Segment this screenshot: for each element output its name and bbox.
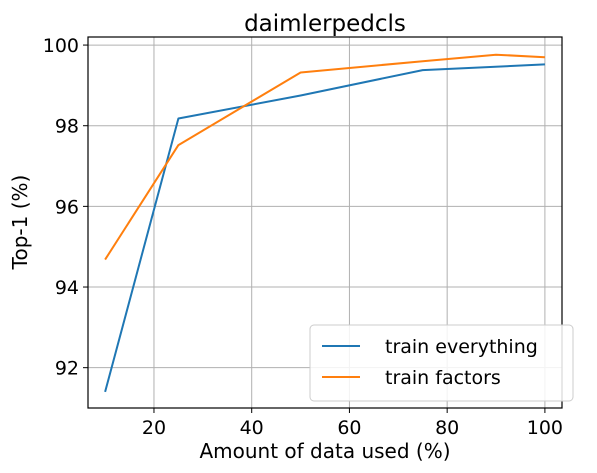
- legend-box: [309, 324, 574, 402]
- x-tick-label-20: 20: [142, 417, 166, 439]
- y-tick-label-94: 94: [55, 277, 79, 299]
- x-tick-label-40: 40: [240, 417, 264, 439]
- y-tick-label-98: 98: [55, 116, 79, 138]
- axis-ticks: 20 40 60 80 100 92 94 96 98 100: [43, 35, 563, 439]
- x-tick-label-60: 60: [337, 417, 361, 439]
- plot-frame: [87, 36, 563, 409]
- x-axis-label: Amount of data used (%): [199, 439, 450, 463]
- legend: train everything train factors: [309, 324, 574, 402]
- series-line-train-factors: [104, 53, 545, 261]
- y-tick-label-92: 92: [55, 358, 79, 380]
- chart-title: daimlerpedcls: [244, 11, 406, 37]
- legend-label-train-everything: train everything: [385, 336, 538, 358]
- series-lines: [104, 53, 545, 393]
- x-tick-label-80: 80: [435, 417, 459, 439]
- series-line-train-everything: [104, 63, 545, 393]
- legend-label-train-factors: train factors: [385, 367, 501, 389]
- x-tick-label-100: 100: [527, 417, 563, 439]
- y-tick-label-100: 100: [43, 35, 79, 57]
- y-tick-label-96: 96: [55, 196, 79, 218]
- y-axis-label: Top-1 (%): [8, 175, 32, 271]
